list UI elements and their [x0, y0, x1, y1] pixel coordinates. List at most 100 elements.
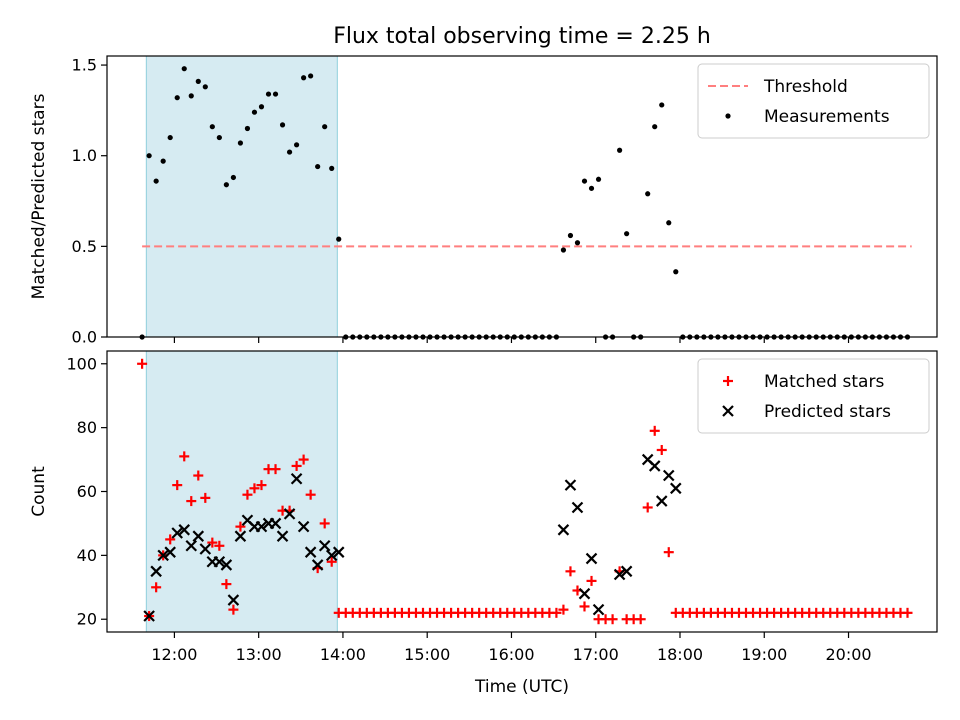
measurement-point	[209, 124, 215, 130]
matched-star-point	[249, 483, 260, 494]
y-tick-label: 60	[77, 482, 97, 501]
measurement-point	[286, 149, 293, 155]
matched-star-point	[558, 604, 569, 615]
matched-star-point	[242, 489, 253, 500]
predicted-star-point	[585, 552, 598, 565]
measurement-point	[153, 178, 159, 184]
measurement-point	[279, 122, 286, 128]
x-tick-label: 16:00	[488, 645, 534, 664]
predicted-star-point	[227, 594, 240, 606]
predicted-star-point	[192, 530, 205, 542]
measurement-point	[230, 174, 236, 181]
legend: Threshold Measurements	[697, 63, 930, 139]
matched-star-point	[649, 425, 660, 436]
measurement-point	[265, 91, 272, 97]
predicted-star-point	[332, 546, 345, 558]
predicted-star-point	[150, 565, 162, 578]
y-axis-label: Count	[29, 466, 49, 517]
matched-star-point	[137, 358, 148, 369]
matched-star-point	[221, 579, 232, 590]
predicted-star-point	[290, 472, 303, 485]
measurement-point	[581, 178, 588, 184]
matched-star-point	[579, 601, 590, 612]
matched-star-point	[235, 521, 246, 532]
matched-star-point	[565, 566, 576, 577]
predicted-star-point	[311, 559, 324, 571]
predicted-star-point	[655, 495, 668, 507]
measurement-point	[202, 84, 208, 90]
matched-star-point	[214, 540, 225, 551]
measurement-point	[666, 220, 672, 226]
measurement-point	[181, 66, 187, 72]
y-tick-label: 100	[66, 354, 97, 373]
legend-box	[697, 63, 930, 139]
predicted-star-point	[178, 524, 191, 536]
measurement-point	[237, 140, 244, 146]
measurement-point	[315, 163, 321, 170]
matched-star-point	[656, 444, 667, 455]
measurement-point	[322, 124, 328, 130]
measurement-point	[652, 124, 658, 130]
x-axis-label: Time (UTC)	[474, 677, 569, 697]
shaded-interval	[145, 55, 338, 338]
chart-title: Flux total observing time = 2.25 h	[333, 24, 711, 49]
predicted-star-point	[220, 559, 233, 571]
predicted-star-point	[648, 460, 661, 472]
predicted-star-point	[564, 479, 577, 491]
measurement-point	[574, 240, 581, 246]
measurement-point	[624, 231, 630, 237]
matched-star-point	[902, 607, 913, 618]
matched-star-point	[635, 614, 646, 625]
y-tick-label: 40	[77, 546, 97, 565]
predicted-star-point	[557, 524, 570, 536]
x-tick-label: 15:00	[404, 645, 450, 664]
shaded-interval	[145, 350, 338, 633]
measurement-point	[645, 191, 651, 197]
x-tick-label: 17:00	[573, 645, 619, 664]
x-tick-label: 19:00	[741, 645, 787, 664]
measurement-point	[293, 142, 300, 148]
x-tick-label: 14:00	[320, 645, 366, 664]
measurement-point	[673, 269, 679, 275]
axes-frame	[106, 55, 938, 338]
legend-matched-swatch	[723, 376, 733, 386]
matched-star-point	[642, 502, 653, 513]
matched-star-point	[291, 460, 302, 471]
predicted-star-point	[620, 565, 633, 578]
y-tick-label: 80	[77, 418, 97, 437]
matched-star-point	[193, 470, 204, 481]
matched-star-point	[551, 607, 562, 618]
measurement-point	[160, 158, 166, 164]
measurement-point	[167, 134, 173, 141]
x-tick-label: 12:00	[151, 645, 197, 664]
measurement-point	[195, 78, 201, 84]
y-tick-label: 20	[77, 610, 97, 629]
measurement-point	[617, 147, 623, 153]
predicted-star-point	[199, 543, 212, 555]
y-tick-label: 1.5	[72, 56, 97, 75]
measurement-point	[272, 91, 279, 97]
predicted-star-point	[670, 482, 682, 495]
matched-star-point	[186, 496, 197, 507]
legend-label: Predicted stars	[764, 402, 891, 422]
legend-predicted-swatch	[722, 405, 734, 417]
measurement-point	[595, 176, 602, 182]
top-panel: 0.0 0.5 1.0 1.5 Matched/Predicted stars Thres…	[29, 55, 938, 347]
predicted-star-point	[578, 587, 591, 600]
predicted-star-point	[234, 530, 247, 542]
measurement-point	[329, 165, 335, 171]
legend-label: Measurements	[764, 107, 890, 127]
measurement-point	[146, 153, 152, 159]
matched-star-point	[319, 518, 330, 529]
measurement-point	[174, 95, 180, 101]
measurement-point	[301, 75, 307, 81]
matched-star-point	[207, 537, 218, 548]
matched-star-point	[165, 534, 176, 545]
predicted-star-point	[185, 540, 198, 552]
matched-star-point	[179, 451, 190, 462]
predicted-star-point	[164, 546, 176, 558]
predicted-star-point	[283, 508, 296, 520]
matched-star-point	[151, 582, 162, 593]
matched-star-point	[298, 454, 309, 465]
predicted-star-point	[157, 549, 169, 562]
